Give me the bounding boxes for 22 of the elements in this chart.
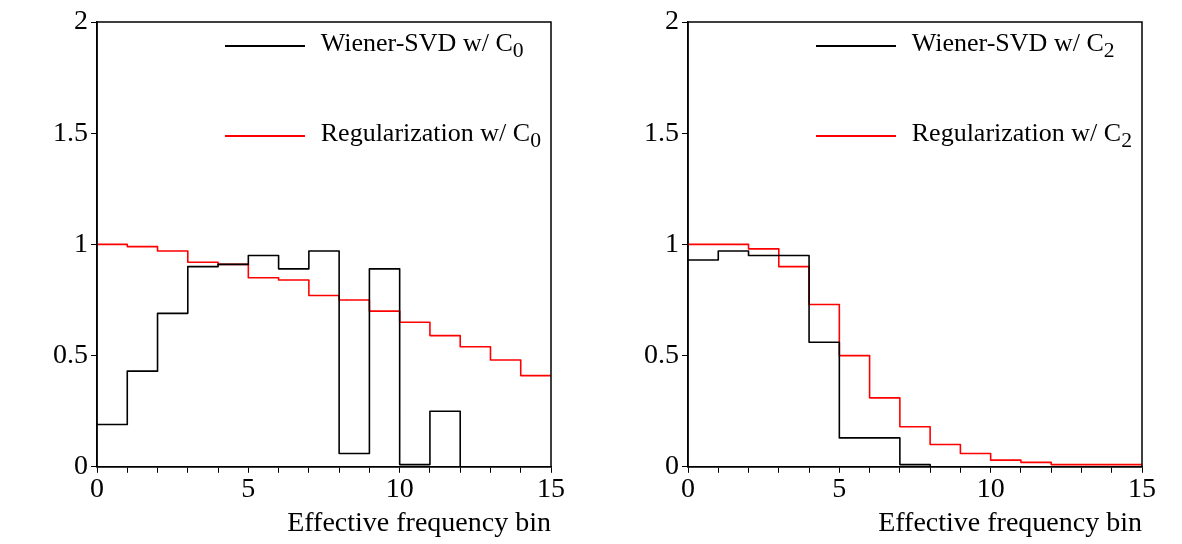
y-tick-label: 0.5 [53,337,88,369]
legend-label: Regularization w/ C$_{0}$ [320,118,541,154]
x-axis-title: Effective frequency bin [287,505,551,537]
y-tick-label: 1 [74,226,88,258]
y-tick-label: 0.5 [644,337,679,369]
y-tick-label: 2 [74,4,88,36]
y-tick-label: 0 [74,449,88,481]
x-tick-label: 10 [385,471,414,503]
x-tick-label: 5 [241,471,256,503]
x-tick-label: 10 [976,471,1005,503]
x-tick-label: 15 [537,471,565,503]
x-tick-label: 5 [832,471,847,503]
legend-label: Wiener-SVD w/ C$_{2}$ [911,28,1115,64]
y-tick-label: 1.5 [53,115,88,147]
x-tick-label: 15 [1128,471,1156,503]
y-tick-label: 1 [665,226,679,258]
y-tick-label: 0 [665,449,679,481]
y-tick-label: 1.5 [644,115,679,147]
legend-label: Wiener-SVD w/ C$_{0}$ [320,28,524,64]
legend-label: Regularization w/ C$_{2}$ [911,118,1132,154]
x-axis-title: Effective frequency bin [878,505,1142,537]
y-tick-label: 2 [665,4,679,36]
